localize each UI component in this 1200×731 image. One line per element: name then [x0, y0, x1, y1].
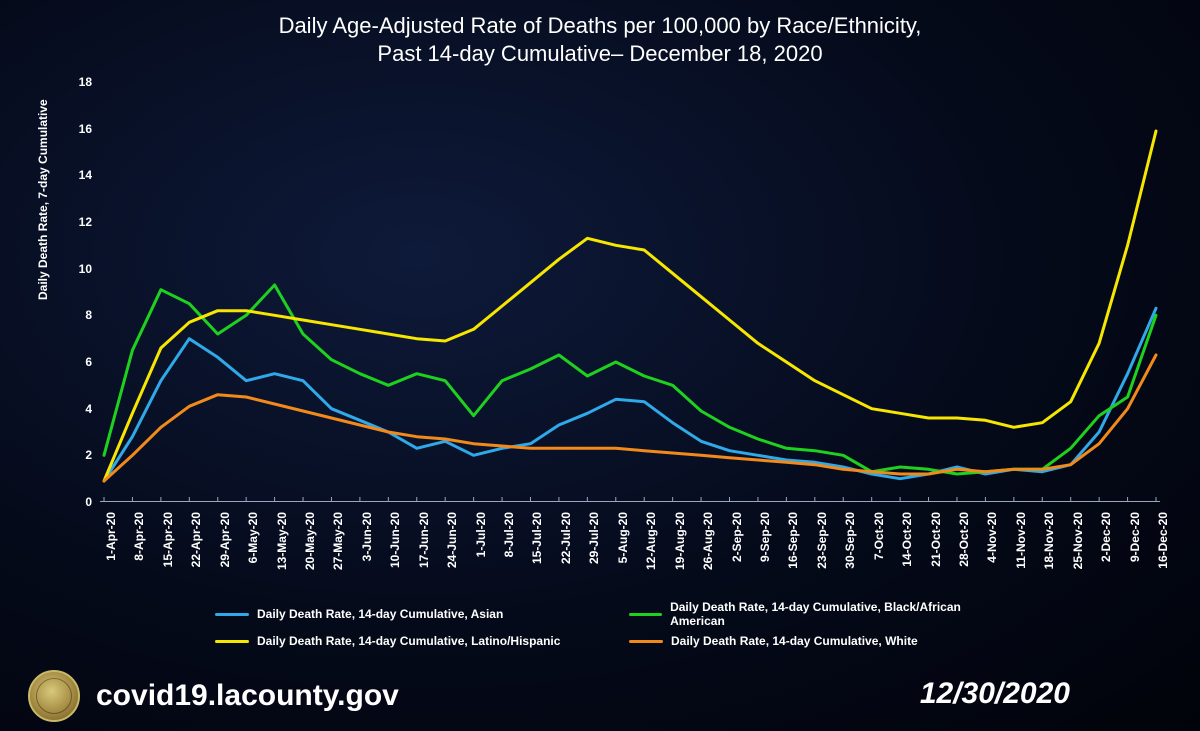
y-axis-label: Daily Death Rate, 7-day Cumulative: [36, 99, 50, 300]
legend-item: Daily Death Rate, 14-day Cumulative, Whi…: [629, 634, 1009, 648]
legend-label: Daily Death Rate, 14-day Cumulative, Asi…: [257, 607, 503, 621]
x-tick-label: 22-Apr-20: [189, 512, 203, 567]
x-axis-ticks: 1-Apr-20 8-Apr-20 15-Apr-20 22-Apr-20 29-Apr…: [100, 506, 1160, 606]
x-tick-label: 6-May-20: [246, 512, 260, 563]
legend-label: Daily Death Rate, 14-day Cumulative, Bla…: [670, 600, 1009, 628]
x-tick-label: 21-Oct-20: [929, 512, 943, 567]
chart-title: Daily Age-Adjusted Rate of Deaths per 10…: [0, 0, 1200, 68]
x-tick-label: 5-Aug-20: [616, 512, 630, 563]
x-tick-label: 18-Nov-20: [1042, 512, 1056, 569]
x-tick-label: 24-Jun-20: [445, 512, 459, 568]
legend-item: Daily Death Rate, 14-day Cumulative, Lat…: [215, 634, 595, 648]
x-tick-label: 7-Oct-20: [872, 512, 886, 560]
y-tick-label: 16: [79, 122, 92, 136]
footer-url: covid19.lacounty.gov: [96, 679, 399, 713]
x-tick-label: 2-Dec-20: [1099, 512, 1113, 562]
line-chart-svg: [100, 82, 1160, 502]
x-tick-label: 26-Aug-20: [701, 512, 715, 570]
legend-label: Daily Death Rate, 14-day Cumulative, Lat…: [257, 634, 560, 648]
x-tick-label: 13-May-20: [275, 512, 289, 570]
legend-label: Daily Death Rate, 14-day Cumulative, Whi…: [671, 634, 918, 648]
x-tick-label: 28-Oct-20: [957, 512, 971, 567]
footer-date: 12/30/2020: [920, 677, 1070, 711]
y-tick-label: 8: [85, 308, 92, 322]
x-tick-label: 15-Apr-20: [161, 512, 175, 567]
x-tick-label: 11-Nov-20: [1014, 512, 1028, 569]
x-tick-label: 8-Jul-20: [502, 512, 516, 557]
legend-item: Daily Death Rate, 14-day Cumulative, Bla…: [629, 600, 1009, 628]
legend-swatch: [215, 640, 249, 643]
x-tick-label: 30-Sep-20: [843, 512, 857, 569]
y-tick-label: 4: [85, 402, 92, 416]
x-tick-label: 19-Aug-20: [673, 512, 687, 570]
county-seal-icon: [28, 670, 80, 722]
legend-item: Daily Death Rate, 14-day Cumulative, Asi…: [215, 600, 595, 628]
x-tick-label: 22-Jul-20: [559, 512, 573, 564]
x-tick-label: 9-Dec-20: [1128, 512, 1142, 562]
y-tick-label: 6: [85, 355, 92, 369]
title-line-1: Daily Age-Adjusted Rate of Deaths per 10…: [279, 13, 922, 38]
x-tick-label: 16-Sep-20: [786, 512, 800, 569]
legend-swatch: [215, 613, 249, 616]
x-tick-label: 16-Dec-20: [1156, 512, 1170, 569]
x-tick-label: 27-May-20: [331, 512, 345, 570]
y-tick-label: 14: [79, 168, 92, 182]
y-tick-label: 12: [79, 215, 92, 229]
series-line: [104, 355, 1156, 481]
x-tick-label: 29-Jul-20: [587, 512, 601, 564]
chart-legend: Daily Death Rate, 14-day Cumulative, Asi…: [215, 600, 1045, 654]
x-tick-label: 3-Jun-20: [360, 512, 374, 561]
series-line: [104, 131, 1156, 481]
y-tick-label: 10: [79, 262, 92, 276]
x-tick-label: 25-Nov-20: [1071, 512, 1085, 569]
x-tick-label: 12-Aug-20: [644, 512, 658, 570]
x-tick-label: 4-Nov-20: [985, 512, 999, 563]
x-tick-label: 1-Jul-20: [474, 512, 488, 557]
chart-plot-area: [100, 82, 1160, 502]
x-tick-label: 20-May-20: [303, 512, 317, 570]
page-footer: covid19.lacounty.gov 12/30/2020: [0, 661, 1200, 731]
x-tick-label: 8-Apr-20: [132, 512, 146, 561]
x-tick-label: 23-Sep-20: [815, 512, 829, 569]
series-line: [104, 308, 1156, 481]
x-tick-label: 15-Jul-20: [530, 512, 544, 564]
x-tick-label: 2-Sep-20: [730, 512, 744, 562]
x-tick-label: 14-Oct-20: [900, 512, 914, 567]
y-tick-label: 2: [85, 448, 92, 462]
y-axis-ticks: 024681012141618: [70, 82, 96, 502]
legend-swatch: [629, 613, 662, 616]
x-tick-label: 10-Jun-20: [388, 512, 402, 568]
x-tick-label: 9-Sep-20: [758, 512, 772, 562]
legend-swatch: [629, 640, 663, 643]
y-tick-label: 18: [79, 75, 92, 89]
y-tick-label: 0: [85, 495, 92, 509]
x-tick-label: 29-Apr-20: [218, 512, 232, 567]
title-line-2: Past 14-day Cumulative– December 18, 202…: [377, 41, 822, 66]
x-tick-label: 17-Jun-20: [417, 512, 431, 568]
x-tick-label: 1-Apr-20: [104, 512, 118, 561]
